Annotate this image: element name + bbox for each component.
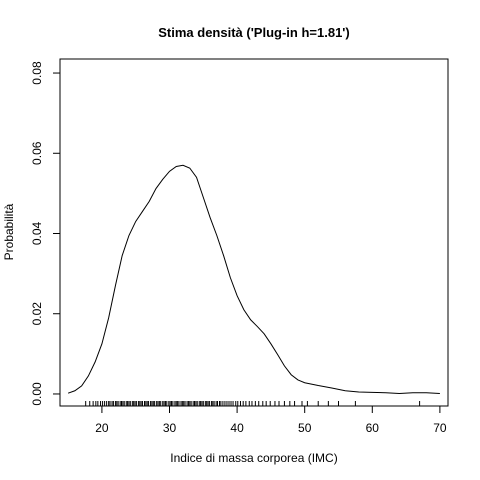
y-tick-label: 0.06	[30, 141, 44, 165]
x-tick-label: 70	[433, 421, 447, 435]
y-tick-label: 0.04	[30, 222, 44, 246]
y-tick-label: 0.08	[30, 61, 44, 85]
x-tick-label: 30	[163, 421, 177, 435]
chart-title: Stima densità ('Plug-in h=1.81')	[158, 25, 349, 40]
x-tick-label: 20	[95, 421, 109, 435]
y-tick-label: 0.02	[30, 302, 44, 326]
y-axis-label: Probabilità	[2, 203, 16, 260]
x-axis-label: Indice di massa corporea (IMC)	[170, 451, 337, 465]
x-tick-label: 50	[298, 421, 312, 435]
x-tick-label: 60	[366, 421, 380, 435]
y-axis: 0.00 0.02 0.04 0.06 0.08	[30, 61, 61, 406]
density-curve	[67, 164, 440, 395]
x-axis: 20 30 40 50 60 70	[95, 405, 447, 435]
rug-marks	[85, 401, 421, 406]
y-tick-label: 0.00	[30, 382, 44, 406]
plot-frame	[59, 58, 449, 407]
x-tick-label: 40	[230, 421, 244, 435]
